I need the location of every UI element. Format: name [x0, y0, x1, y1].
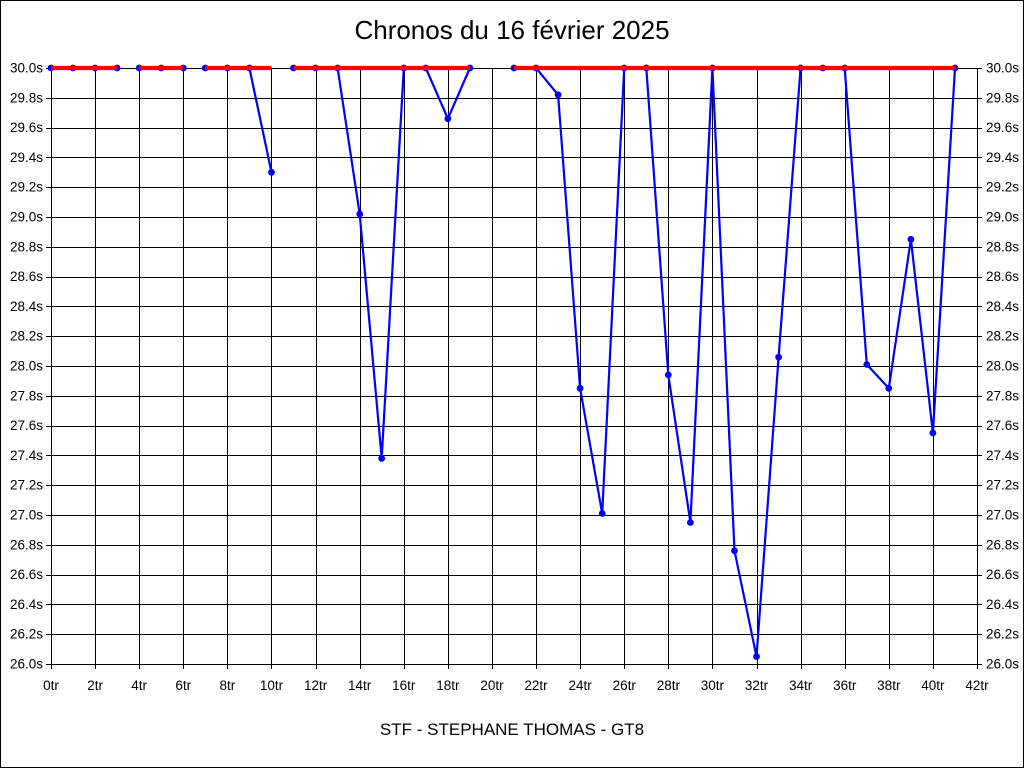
y-tick-label-right: 27.2s	[986, 478, 1019, 493]
y-axis-labels: 30.0s 30.0s 29.8s 29.8s 29.6s 29.6s 29.4s 29.4s…	[10, 61, 1019, 672]
x-tick-label: 28tr	[657, 678, 681, 693]
chronos-line-segment	[205, 66, 273, 173]
x-tick-label: 14tr	[348, 678, 372, 693]
chronos-data-point	[731, 547, 738, 555]
y-tick-label-right: 27.6s	[986, 418, 1019, 433]
chronos-data-point	[753, 653, 760, 660]
chronos-data-point	[929, 429, 937, 437]
chronos-data-point	[775, 353, 782, 361]
y-tick-label-right: 26.4s	[986, 597, 1019, 612]
chronos-data-point	[664, 371, 672, 379]
chart-title: Chronos du 16 février 2025	[354, 15, 670, 45]
y-tick-label-left: 29.4s	[10, 150, 43, 165]
chronos-data-point	[907, 235, 915, 243]
y-tick-label-right: 26.8s	[986, 537, 1019, 552]
y-tick-label-right: 29.8s	[986, 90, 1019, 105]
x-tick-label: 6tr	[175, 678, 191, 693]
x-tick-label: 42tr	[965, 678, 989, 693]
y-tick-label-left: 28.2s	[10, 329, 43, 344]
y-tick-label-right: 26.2s	[986, 627, 1019, 642]
x-tick-label: 26tr	[613, 678, 637, 693]
chronos-data-point	[687, 519, 694, 526]
x-tick-label: 24tr	[569, 678, 593, 693]
y-tick-label-right: 29.6s	[986, 120, 1019, 135]
y-tick-label-left: 29.0s	[10, 210, 43, 225]
chronos-line-segment	[293, 66, 471, 460]
y-tick-label-right: 28.0s	[986, 359, 1019, 374]
x-tick-label: 38tr	[877, 678, 901, 693]
y-tick-label-left: 26.6s	[10, 567, 43, 582]
x-tick-label: 0tr	[43, 678, 59, 693]
y-tick-label-right: 28.4s	[986, 299, 1019, 314]
chronos-data-point	[444, 115, 452, 123]
y-tick-label-left: 28.8s	[10, 239, 43, 254]
y-tick-label-left: 27.4s	[10, 448, 43, 463]
y-tick-label-right: 26.0s	[986, 657, 1019, 672]
y-tick-label-left: 29.8s	[10, 90, 43, 105]
x-tick-label: 4tr	[131, 678, 147, 693]
series-chronos-markers	[47, 64, 959, 660]
y-tick-label-right: 28.8s	[986, 239, 1019, 254]
y-tick-label-left: 29.2s	[10, 180, 43, 195]
y-tick-label-right: 27.4s	[986, 448, 1019, 463]
x-axis-labels: 0tr 2tr 4tr 6tr 8tr 10tr 12tr 14tr 16tr 18tr 20tr 2…	[43, 678, 989, 693]
chronos-data-point	[378, 455, 386, 462]
y-tick-label-left: 28.4s	[10, 299, 43, 314]
y-tick-label-right: 28.6s	[986, 269, 1019, 284]
y-tick-label-left: 29.6s	[10, 120, 43, 135]
y-tick-label-right: 28.2s	[986, 329, 1019, 344]
chronos-data-point	[885, 384, 893, 392]
chronos-data-point	[863, 361, 871, 368]
x-tick-label: 22tr	[524, 678, 548, 693]
y-tick-label-left: 26.0s	[10, 657, 43, 672]
y-tick-label-left: 27.0s	[10, 508, 43, 523]
x-tick-label: 2tr	[87, 678, 103, 693]
chronos-data-point	[268, 168, 275, 176]
x-tick-label: 10tr	[260, 678, 284, 693]
x-tick-label: 20tr	[480, 678, 504, 693]
y-tick-label-right: 30.0s	[986, 61, 1019, 76]
y-tick-label-right: 27.8s	[986, 388, 1019, 403]
chronos-data-point	[554, 91, 562, 99]
y-tick-label-left: 27.8s	[10, 388, 43, 403]
y-tick-label-left: 27.2s	[10, 478, 43, 493]
x-tick-label: 32tr	[745, 678, 769, 693]
y-tick-label-left: 30.0s	[10, 61, 43, 76]
x-tick-label: 40tr	[921, 678, 945, 693]
gridlines	[46, 68, 982, 669]
x-tick-label: 16tr	[392, 678, 416, 693]
x-tick-label: 36tr	[833, 678, 857, 693]
chart-footer: STF - STEPHANE THOMAS - GT8	[379, 720, 645, 739]
y-tick-label-right: 27.0s	[986, 508, 1019, 523]
y-tick-label-right: 29.2s	[986, 180, 1019, 195]
x-tick-label: 8tr	[219, 678, 235, 693]
y-tick-label-left: 26.2s	[10, 627, 43, 642]
series-chronos-line	[51, 66, 957, 658]
chronos-data-point	[576, 384, 584, 392]
y-tick-label-right: 29.0s	[986, 210, 1019, 225]
x-tick-label: 18tr	[436, 678, 460, 693]
chronos-data-point	[356, 210, 364, 218]
x-tick-label: 30tr	[701, 678, 725, 693]
chronos-data-point	[598, 510, 606, 517]
y-tick-label-left: 26.8s	[10, 537, 43, 552]
y-tick-label-left: 26.4s	[10, 597, 43, 612]
y-tick-label-left: 27.6s	[10, 418, 43, 433]
y-tick-label-left: 28.0s	[10, 359, 43, 374]
y-tick-label-left: 28.6s	[10, 269, 43, 284]
x-tick-label: 34tr	[789, 678, 813, 693]
y-tick-label-right: 29.4s	[986, 150, 1019, 165]
y-tick-label-right: 26.6s	[986, 567, 1019, 582]
x-tick-label: 12tr	[304, 678, 328, 693]
